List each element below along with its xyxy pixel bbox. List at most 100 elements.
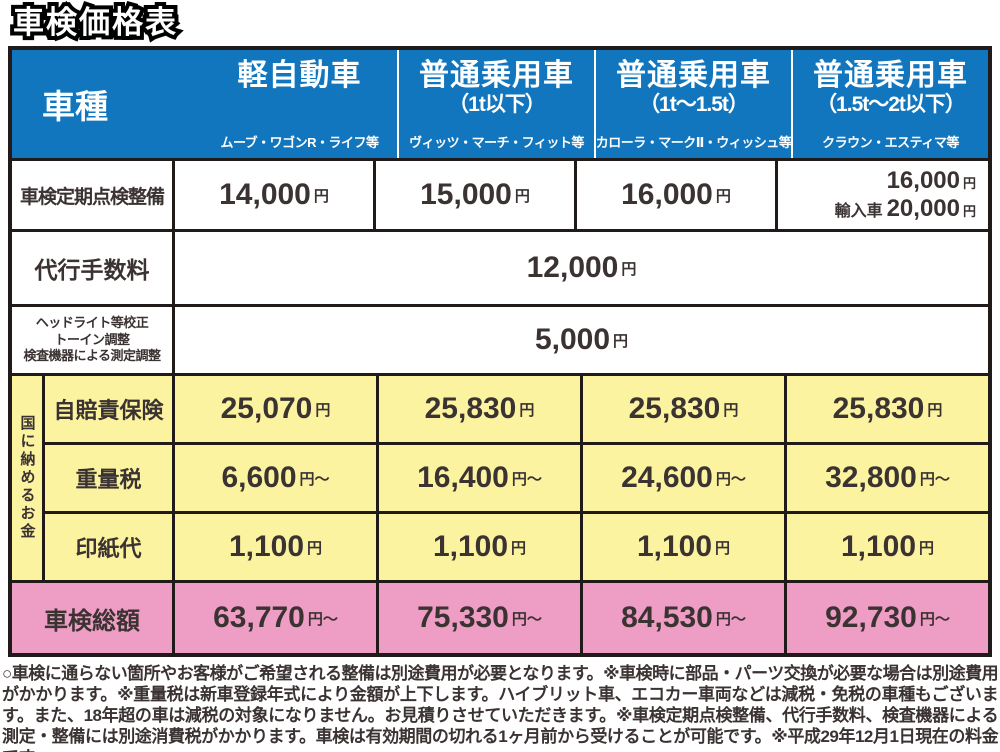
header-col-examples: ヴィッツ・マーチ・フィット等 — [409, 135, 584, 150]
row-calibration: ヘッドライト等校正 トーイン調整 検査機器による測定調整 5,000 円 — [12, 304, 988, 373]
header-col-name: 普通乗用車 — [616, 59, 771, 92]
price-unit: 円 — [962, 176, 976, 192]
cell-value: 16,000 円 — [574, 161, 775, 229]
price-unit: 円～ — [299, 470, 330, 488]
cell-value: 32,800 円～ — [784, 445, 988, 511]
header-vehicle-type-label: 車種 — [42, 88, 108, 125]
row-label-text: 印紙代 — [75, 536, 142, 561]
price-unit: 円～ — [919, 610, 950, 628]
row-total: 車検総額 63,770 円～ 75,330 円～ 84,530 円～ 92,73… — [12, 580, 988, 653]
cell-value-with-import-note: 16,000 円 輸入車 20,000 円 — [775, 161, 988, 229]
price-value: 75,330 — [417, 601, 509, 634]
cell-value: 25,830 円 — [784, 376, 988, 442]
cell-value: 75,330 円～ — [376, 583, 580, 653]
cell-value: 16,400 円～ — [376, 445, 580, 511]
header-col-capacity: （1t以下） — [448, 92, 546, 116]
domestic-price-line: 16,000 円 — [887, 167, 976, 195]
price-unit: 円 — [715, 539, 731, 557]
price-unit: 円～ — [715, 610, 746, 628]
footnote-text: ○車検に通らない箇所やお客様がご希望される整備は別途費用が必要となります。※車検… — [2, 664, 999, 752]
price-unit: 円 — [621, 260, 637, 278]
price-table: 車種 軽自動車 ムーブ・ワゴンR・ライフ等 普通乗用車 （1t以下） ヴィッツ・… — [8, 46, 992, 657]
price-value: 84,530 — [621, 601, 713, 634]
section-government-payments: 国に納めるお金 自賠責保険 25,070 円 25,830 円 25,830 円 — [12, 373, 988, 580]
price-unit: 円 — [723, 401, 739, 419]
row-label-text: 重量税 — [75, 467, 142, 492]
government-rows: 自賠責保険 25,070 円 25,830 円 25,830 円 25,830 … — [42, 376, 988, 580]
cell-value: 84,530 円～ — [580, 583, 784, 653]
price-unit: 円～ — [307, 610, 338, 628]
cell-value-merged: 12,000 円 — [172, 232, 988, 304]
price-value: 25,830 — [424, 392, 517, 425]
page-title-outline: 車検価格表 — [9, 1, 180, 44]
row-stamp-fee: 印紙代 1,100 円 1,100 円 1,100 円 1,100 円 — [42, 511, 988, 580]
header-vehicle-type: 車種 — [12, 50, 202, 158]
row-label-text: 車検総額 — [44, 607, 140, 635]
header-col-kei: 軽自動車 ムーブ・ワゴンR・ライフ等 — [202, 50, 397, 158]
price-unit: 円 — [514, 187, 530, 205]
cell-value: 1,100 円 — [784, 514, 988, 580]
price-value: 63,770 — [213, 601, 305, 634]
row-label-line3: 検査機器による測定調整 — [23, 348, 161, 364]
price-unit: 円 — [715, 187, 731, 205]
price-value: 16,000 — [621, 178, 713, 211]
row-label: 車検総額 — [12, 583, 172, 653]
header-col-examples: クラウン・エスティマ等 — [822, 135, 959, 150]
price-unit: 円 — [511, 539, 527, 557]
government-group-label-text: 国に納めるお金 — [18, 415, 36, 541]
cell-value: 1,100 円 — [580, 514, 784, 580]
price-value: 24,600 — [621, 461, 713, 494]
table-header-row: 車種 軽自動車 ムーブ・ワゴンR・ライフ等 普通乗用車 （1t以下） ヴィッツ・… — [12, 50, 988, 158]
row-label-text: 車検定期点検整備 — [19, 186, 165, 208]
price-unit: 円 — [927, 401, 943, 419]
price-unit: 円～ — [511, 470, 542, 488]
price-value: 92,730 — [825, 601, 917, 634]
row-label-line1: ヘッドライト等校正 — [35, 314, 149, 330]
header-col-capacity: （1t～1.5t） — [639, 92, 749, 116]
page-title: 車検価格表 車検価格表 — [9, 1, 180, 44]
cell-value: 25,830 円 — [376, 376, 580, 442]
row-label-line2: トーイン調整 — [54, 331, 130, 347]
price-value: 12,000 — [526, 251, 619, 284]
price-unit: 円 — [315, 401, 331, 419]
cell-value: 24,600 円～ — [580, 445, 784, 511]
government-group-label: 国に納めるお金 — [12, 376, 42, 580]
row-agency-fee: 代行手数料 12,000 円 — [12, 229, 988, 304]
price-unit: 円 — [313, 187, 329, 205]
price-value: 25,830 — [628, 392, 721, 425]
price-unit: 円 — [962, 204, 976, 219]
price-value: 1,100 — [432, 530, 509, 563]
row-label-text: 代行手数料 — [34, 257, 150, 283]
header-col-examples: ムーブ・ワゴンR・ライフ等 — [220, 135, 379, 150]
row-weight-tax: 重量税 6,600 円～ 16,400 円～ 24,600 円～ 32,800 … — [42, 442, 988, 511]
row-label: 車検定期点検整備 — [12, 161, 172, 229]
price-unit: 円 — [919, 539, 935, 557]
price-unit: 円～ — [511, 610, 542, 628]
header-col-1-5t-to-2t: 普通乗用車 （1.5t～2t以下） クラウン・エスティマ等 — [791, 50, 988, 158]
price-unit: 円～ — [919, 470, 950, 488]
price-value: 1,100 — [840, 530, 917, 563]
cell-value-merged: 5,000 円 — [172, 307, 988, 373]
header-col-capacity: （1.5t～2t以下） — [816, 92, 966, 116]
row-label: 印紙代 — [42, 514, 172, 580]
import-prefix: 輸入車 — [834, 203, 883, 220]
price-value: 15,000 — [420, 178, 512, 211]
price-unit: 円 — [613, 332, 629, 350]
header-col-1t-to-1-5t: 普通乗用車 （1t～1.5t） カローラ・マークⅡ・ウィッシュ等 — [594, 50, 792, 158]
price-value: 25,070 — [220, 392, 313, 425]
price-value: 1,100 — [228, 530, 305, 563]
price-unit: 円 — [307, 539, 323, 557]
header-col-name: 軽自動車 — [237, 59, 362, 92]
row-label-text: 自賠責保険 — [53, 398, 164, 423]
price-unit: 円 — [519, 401, 535, 419]
row-liability-insurance: 自賠責保険 25,070 円 25,830 円 25,830 円 25,830 … — [42, 376, 988, 442]
cell-value: 92,730 円～ — [784, 583, 988, 653]
header-col-examples: カローラ・マークⅡ・ウィッシュ等 — [595, 135, 792, 150]
cell-value: 6,600 円～ — [172, 445, 376, 511]
header-col-under-1t: 普通乗用車 （1t以下） ヴィッツ・マーチ・フィット等 — [397, 50, 594, 158]
price-value: 16,400 — [417, 461, 509, 494]
price-value: 1,100 — [636, 530, 713, 563]
cell-value: 14,000 円 — [172, 161, 373, 229]
price-value: 5,000 — [534, 323, 611, 356]
cell-value: 1,100 円 — [172, 514, 376, 580]
